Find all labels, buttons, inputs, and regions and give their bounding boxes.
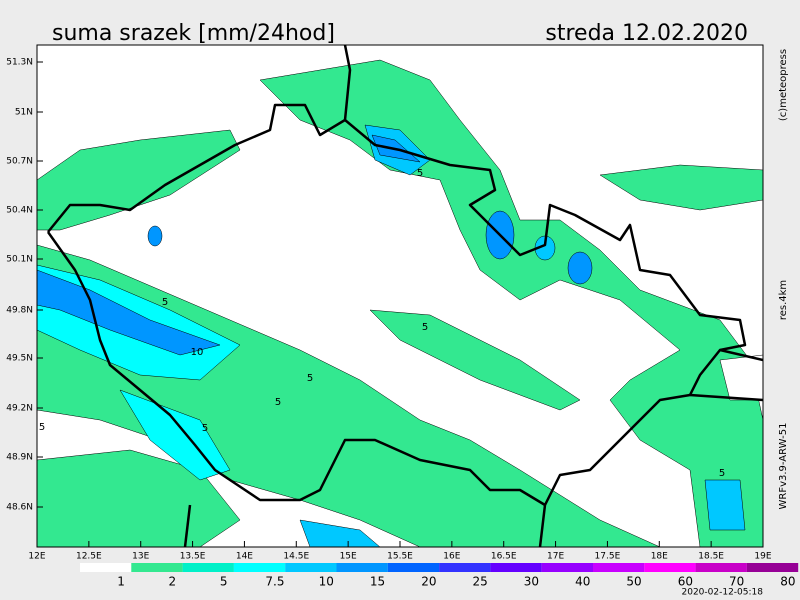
legend-label: 25 <box>472 575 487 589</box>
contour-label: 10 <box>191 347 204 358</box>
legend-swatch <box>80 563 132 572</box>
legend-label: 10 <box>319 575 334 589</box>
legend-label: 5 <box>220 575 228 589</box>
lat-label: 49.5N <box>6 354 33 364</box>
legend-swatch <box>233 563 286 572</box>
lat-label: 50.4N <box>6 206 33 216</box>
lat-label: 50.1N <box>6 255 33 265</box>
legend-label: 15 <box>370 575 385 589</box>
lon-label: 12E <box>28 552 45 562</box>
lon-label: 15.5E <box>387 552 413 562</box>
lon-label: 14E <box>236 552 253 562</box>
legend-swatch <box>387 563 440 572</box>
legend-label: 7.5 <box>265 575 284 589</box>
contour-label: 5 <box>417 168 423 179</box>
legend-label: 70 <box>729 575 744 589</box>
lon-label: 12.5E <box>76 552 102 562</box>
date: streda 12.02.2020 <box>545 21 748 46</box>
legend-label: 80 <box>780 575 795 589</box>
legend-swatch <box>336 563 388 572</box>
legend-swatch <box>285 563 337 572</box>
lat-label: 48.9N <box>6 453 33 463</box>
legend-swatch <box>131 563 183 572</box>
title: suma srazek [mm/24hod] <box>52 21 335 46</box>
lon-label: 15E <box>340 552 357 562</box>
contour-label: 5 <box>275 397 281 408</box>
legend-swatch <box>182 563 234 572</box>
lon-label: 17.5E <box>595 552 621 562</box>
legend-swatch <box>439 563 491 572</box>
contour-label: 5 <box>39 422 45 433</box>
legend-swatch <box>644 563 696 572</box>
lat-label: 49.2N <box>6 404 33 414</box>
legend-label: 20 <box>421 575 436 589</box>
lon-label: 14.5E <box>283 552 309 562</box>
contour-label: 5 <box>162 297 168 308</box>
lon-label: 19E <box>754 552 771 562</box>
legend-swatch <box>541 563 593 572</box>
legend-label: 30 <box>524 575 539 589</box>
resolution: res.4km <box>778 280 789 320</box>
legend-swatch <box>695 563 747 572</box>
legend-swatch <box>490 563 542 572</box>
contour-label: 5 <box>202 423 208 434</box>
lat-label: 49.8N <box>6 306 33 316</box>
borders <box>46 44 764 548</box>
contour-label: 5 <box>307 373 313 384</box>
lon-label: 13E <box>132 552 149 562</box>
contour-label: 5 <box>719 468 725 479</box>
legend-label: 1 <box>117 575 125 589</box>
lat-label: 48.6N <box>6 503 33 513</box>
legend-label: 40 <box>575 575 590 589</box>
credit: (c)meteopress <box>778 49 789 121</box>
lon-label: 17E <box>547 552 564 562</box>
model: WRFv3.9-ARW-51 <box>778 423 789 510</box>
lon-label: 16.5E <box>491 552 517 562</box>
lon-label: 18.5E <box>698 552 724 562</box>
legend-swatch <box>593 563 645 572</box>
lat-label: 51.3N <box>6 58 33 68</box>
legend-swatch <box>746 563 799 572</box>
lon-label: 16E <box>443 552 460 562</box>
legend-label: 50 <box>626 575 641 589</box>
timestamp: 2020-02-12-05:18 <box>682 588 764 598</box>
legend-label: 2 <box>169 575 177 589</box>
lon-label: 13.5E <box>180 552 206 562</box>
legend-label: 60 <box>678 575 693 589</box>
lon-label: 18E <box>651 552 668 562</box>
lat-label: 51N <box>15 108 33 118</box>
lat-label: 50.7N <box>6 157 33 167</box>
contour-label: 5 <box>422 322 428 333</box>
